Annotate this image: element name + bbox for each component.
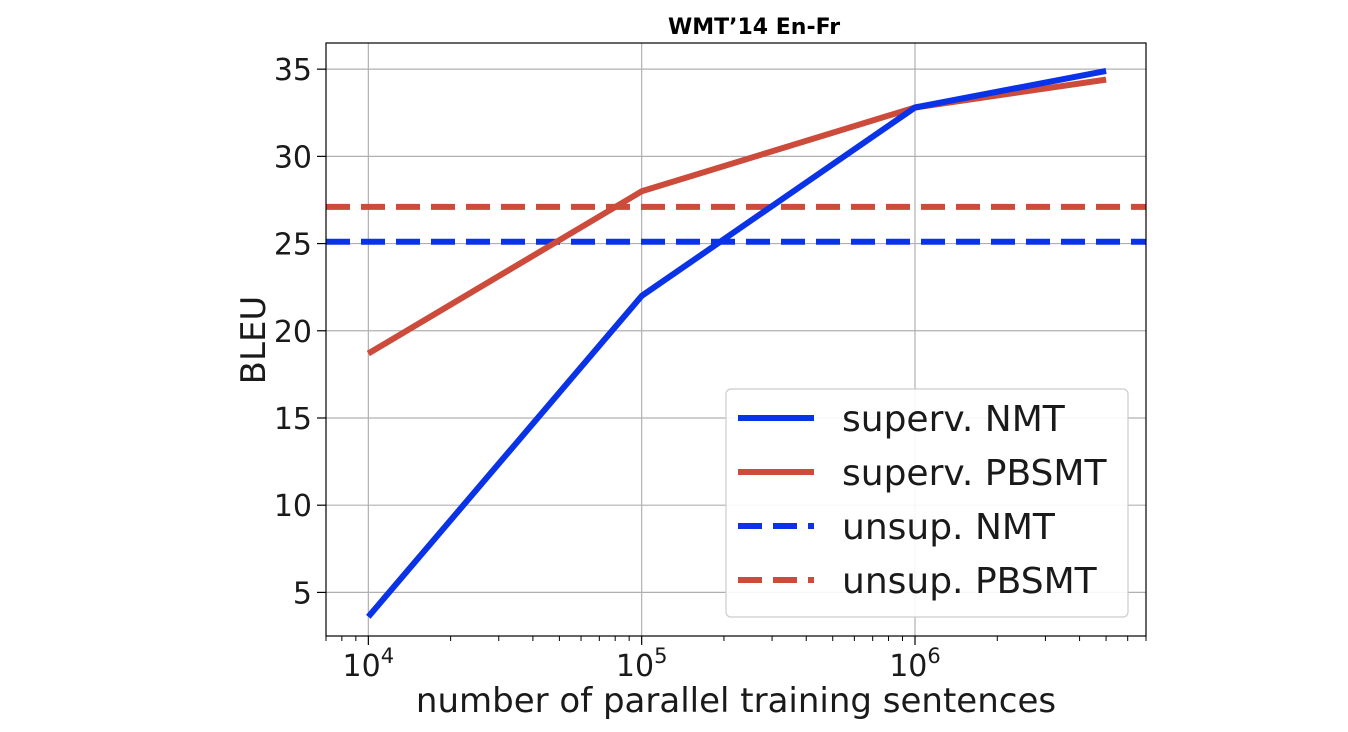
plot-area [326,67,1146,619]
axes-frame [325,42,1147,637]
legend-label: superv. NMT [842,399,1066,440]
legend-label: unsup. PBSMT [842,561,1098,602]
x-tick-exponent: 6 [927,644,940,668]
legend: superv. NMT superv. PBSMT unsup. NMT unsup.… [725,388,1129,618]
y-tick-label: 20 [274,315,312,350]
y-tick-label: 30 [274,140,312,175]
x-tick-exponent: 5 [654,644,667,668]
y-tick-label: 15 [274,402,312,437]
x-tick-base: 10 [616,649,654,684]
y-tick-label: 25 [274,228,312,263]
x-minor-ticks [325,636,1147,641]
legend-label: unsup. NMT [842,507,1056,548]
x-axis-label: number of parallel training sentences [416,681,1056,721]
x-tick-base: 10 [889,649,927,684]
legend-box [725,388,1129,618]
x-tick-label: 105 [616,644,668,684]
x-tick-exponent: 4 [381,644,394,668]
y-tick-label: 35 [274,53,312,88]
series-line-superv-nmt [366,67,1107,619]
y-tick-label: 10 [274,489,312,524]
y-tick-label: 5 [293,576,312,611]
x-tick-base: 10 [343,649,381,684]
chart-title: WMT’14 En-Fr [668,15,840,40]
series-line-superv-pbsmt [366,76,1107,357]
x-tick-label: 106 [889,644,941,684]
x-tick-label: 104 [343,644,395,684]
legend-label: superv. PBSMT [842,453,1107,494]
y-axis-label: BLEU [234,296,274,385]
